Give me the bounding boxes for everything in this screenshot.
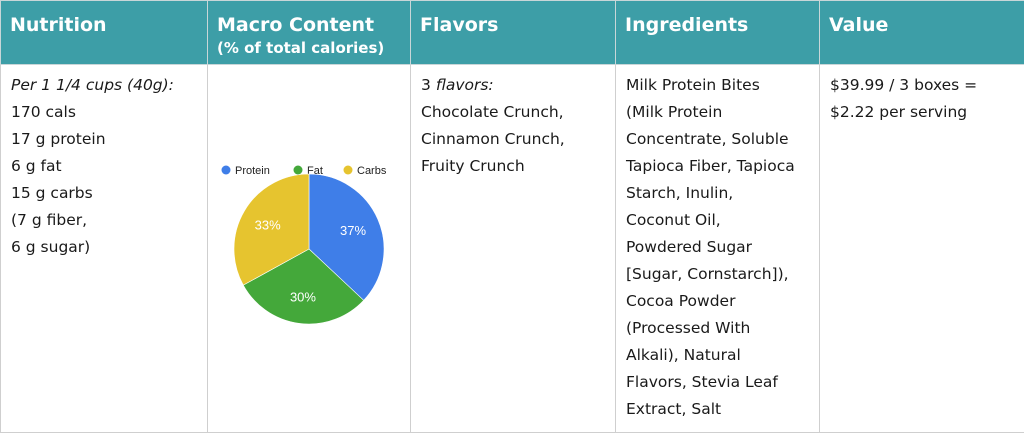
nutrition-table: Nutrition Macro Content (% of total calo… xyxy=(0,0,1024,433)
ingredient-line: Extract, Salt xyxy=(626,400,722,418)
pie-label-carbs: 33% xyxy=(255,218,281,233)
ingredient-line: (Milk Protein xyxy=(626,103,723,121)
header-ingredients: Ingredients xyxy=(615,0,820,65)
header-macro-label: Macro Content xyxy=(217,14,375,36)
header-nutrition-label: Nutrition xyxy=(10,14,107,36)
header-flavors: Flavors xyxy=(410,0,616,65)
macro-chart-cell: Protein Fat Carbs 37% 30% 33% xyxy=(207,64,411,433)
data-row: Per 1 1/4 cups (40g): 170 cals 17 g prot… xyxy=(0,64,1024,433)
flavor-item: Fruity Crunch xyxy=(421,157,525,175)
ingredient-line: Cocoa Powder xyxy=(626,292,736,310)
header-row: Nutrition Macro Content (% of total calo… xyxy=(0,0,1024,65)
nutrition-line: (7 g fiber, xyxy=(11,211,88,229)
legend-label-protein: Protein xyxy=(235,165,270,177)
header-macro-content: Macro Content (% of total calories) xyxy=(207,0,411,65)
nutrition-line: 6 g fat xyxy=(11,157,62,175)
ingredient-line: Flavors, Stevia Leaf xyxy=(626,373,778,391)
nutrition-line: 17 g protein xyxy=(11,130,106,148)
ingredient-line: [Sugar, Cornstarch]), xyxy=(626,265,789,283)
pie-label-fat: 30% xyxy=(290,290,316,305)
pie-slice-carbs xyxy=(233,173,310,286)
value-line: $2.22 per serving xyxy=(830,103,968,121)
header-ingredients-label: Ingredients xyxy=(625,14,749,36)
flavor-item: Cinnamon Crunch, xyxy=(421,130,565,148)
flavors-count-word: flavors: xyxy=(435,76,494,94)
ingredient-line: Concentrate, Soluble xyxy=(626,130,789,148)
flavors-heading: 3 flavors: xyxy=(421,72,607,99)
pie-label-protein: 37% xyxy=(340,223,366,238)
ingredient-line: Milk Protein Bites xyxy=(626,76,760,94)
header-flavors-label: Flavors xyxy=(420,14,499,36)
value-cell: $39.99 / 3 boxes = $2.22 per serving xyxy=(819,64,1024,433)
ingredients-cell: Milk Protein Bites (Milk Protein Concent… xyxy=(615,64,820,433)
flavor-item: Chocolate Crunch, xyxy=(421,103,564,121)
pie-slice-fat xyxy=(242,248,365,325)
header-macro-sublabel: (% of total calories) xyxy=(217,39,385,57)
ingredient-line: Coconut Oil, xyxy=(626,211,721,229)
nutrition-line: 170 cals xyxy=(11,103,76,121)
header-value-label: Value xyxy=(829,14,889,36)
legend-swatch-fat xyxy=(293,165,303,175)
serving-size: Per 1 1/4 cups (40g): xyxy=(11,76,174,94)
ingredient-line: Starch, Inulin, xyxy=(626,184,734,202)
nutrition-line: 15 g carbs xyxy=(11,184,93,202)
ingredient-line: Tapioca Fiber, Tapioca xyxy=(626,157,795,175)
value-line: $39.99 / 3 boxes = xyxy=(830,76,978,94)
ingredient-line: (Processed With xyxy=(626,319,751,337)
pie-slice-protein xyxy=(308,173,385,301)
header-value: Value xyxy=(819,0,1024,65)
legend-swatch-protein xyxy=(221,165,231,175)
legend-label-carbs: Carbs xyxy=(357,165,387,177)
header-nutrition: Nutrition xyxy=(0,0,208,65)
flavors-count: 3 xyxy=(421,76,431,94)
nutrition-cell: Per 1 1/4 cups (40g): 170 cals 17 g prot… xyxy=(0,64,208,433)
ingredient-line: Powdered Sugar xyxy=(626,238,753,256)
ingredient-line: Alkali), Natural xyxy=(626,346,741,364)
nutrition-line: 6 g sugar) xyxy=(11,238,91,256)
legend-swatch-carbs xyxy=(343,165,353,175)
flavors-cell: 3 flavors: Chocolate Crunch, Cinnamon Cr… xyxy=(410,64,616,433)
